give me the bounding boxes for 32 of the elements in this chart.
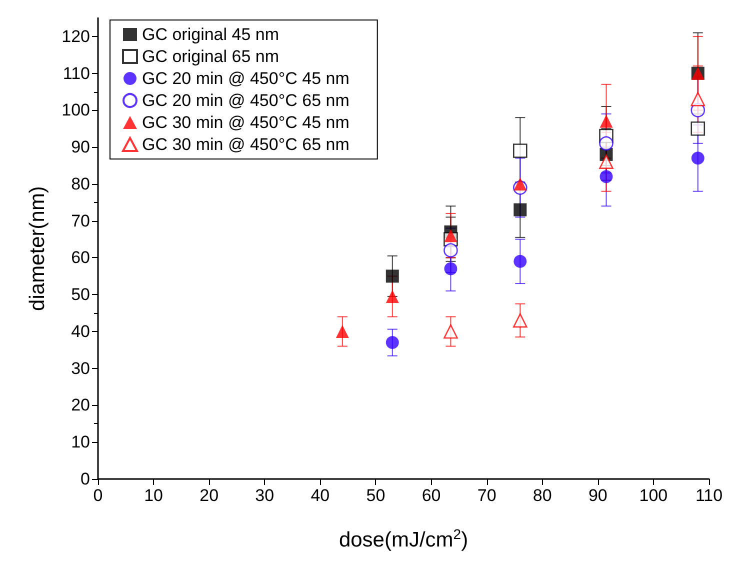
y-tick-label: 90 — [71, 138, 90, 157]
x-tick-label: 60 — [422, 486, 441, 505]
x-tick-label: 90 — [588, 486, 608, 505]
y-tick-label: 100 — [62, 100, 90, 120]
legend-label: GC original 65 nm — [142, 47, 280, 66]
x-tick-label: 100 — [639, 486, 668, 505]
y-tick-label: 30 — [71, 358, 90, 378]
y-tick-label: 50 — [71, 285, 90, 304]
x-tick-label: 70 — [477, 486, 496, 505]
y-tick-label: 60 — [71, 248, 90, 268]
y-tick-label: 40 — [71, 322, 90, 341]
legend-label: GC 30 min @ 450°C 45 nm — [142, 113, 350, 132]
y-tick-label: 80 — [71, 174, 90, 194]
legend-label: GC 30 min @ 450°C 65 nm — [142, 135, 350, 154]
y-tick-label: 0 — [80, 470, 90, 488]
legend-label: GC 20 min @ 450°C 45 nm — [142, 69, 350, 88]
legend-label: GC 20 min @ 450°C 65 nm — [142, 91, 350, 110]
x-tick-label: 30 — [255, 486, 274, 505]
y-axis-title: diameter(nm) — [26, 186, 49, 311]
x-tick-label: 20 — [200, 486, 219, 505]
x-tick-label: 50 — [366, 486, 386, 505]
y-tick-label: 110 — [62, 64, 90, 83]
x-tick-label: 0 — [93, 486, 103, 505]
x-tick-label: 80 — [532, 486, 552, 505]
y-tick-label: 70 — [71, 211, 90, 230]
x-tick-label: 110 — [695, 486, 723, 505]
x-tick-label: 10 — [144, 486, 164, 505]
legend-label: GC original 45 nm — [142, 25, 280, 44]
y-tick-label: 120 — [62, 26, 90, 46]
x-tick-label: 40 — [310, 486, 330, 505]
y-tick-label: 10 — [71, 432, 90, 452]
y-tick-label: 20 — [71, 396, 90, 415]
